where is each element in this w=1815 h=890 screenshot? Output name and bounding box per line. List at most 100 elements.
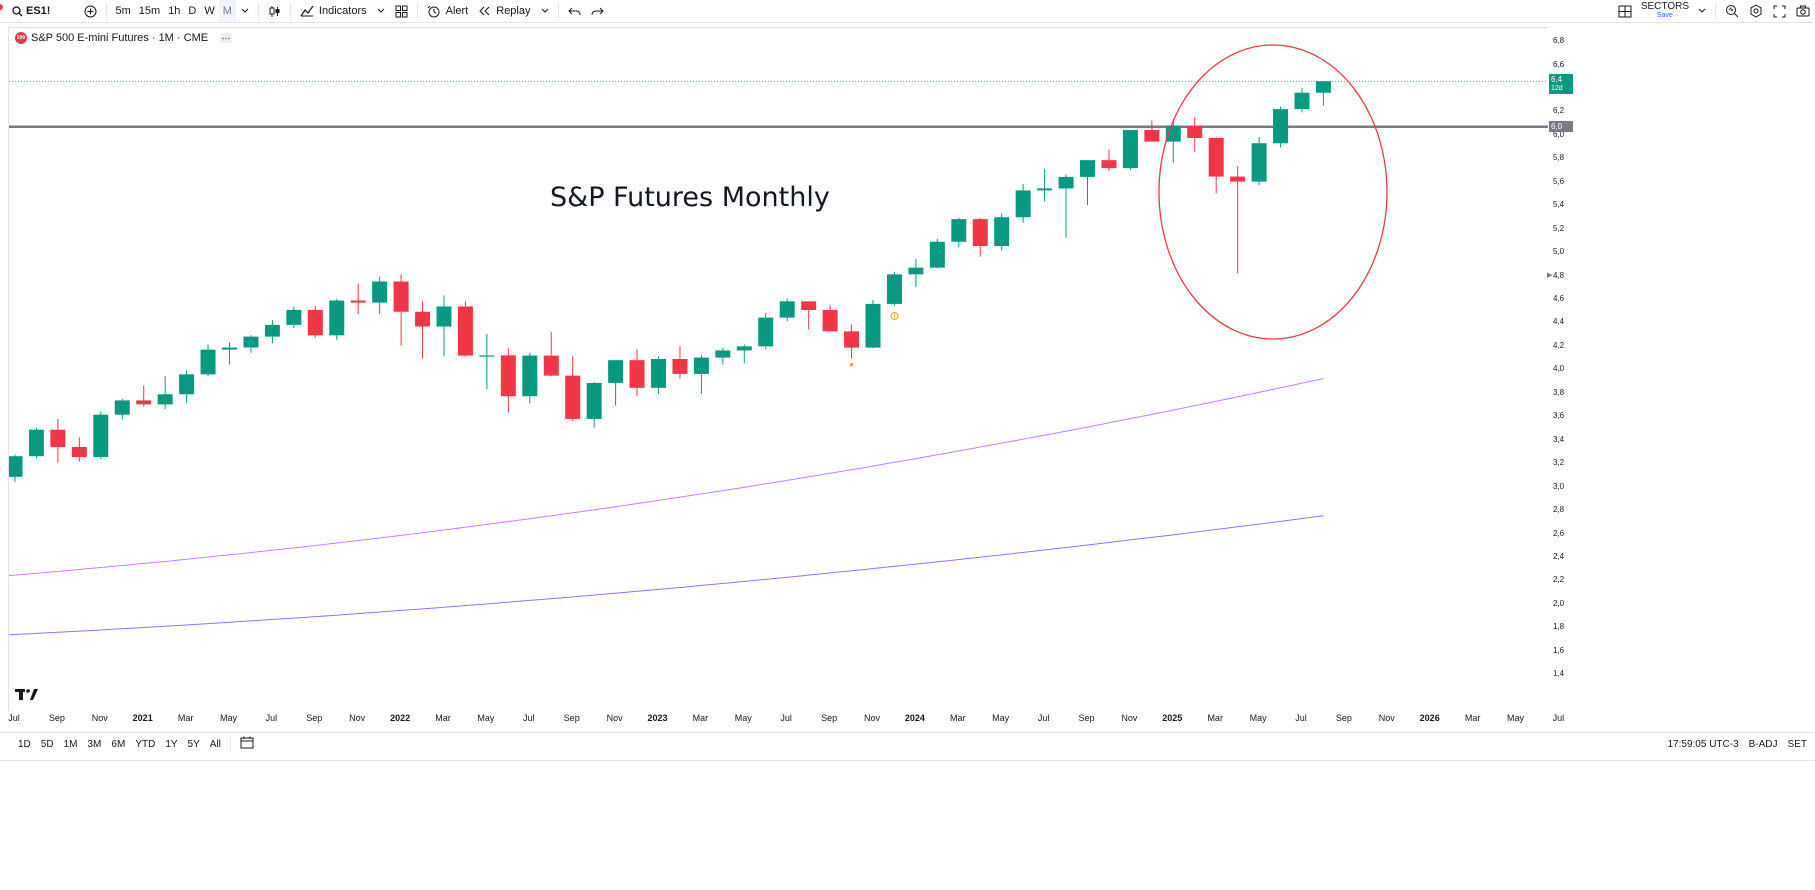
price-tick-label: 5,0 — [1553, 247, 1565, 257]
symbol-logo: 500 — [15, 32, 27, 44]
time-axis-month-label: Mar — [435, 713, 451, 723]
candle-body — [1187, 125, 1203, 138]
range-1m[interactable]: 1M — [63, 738, 78, 750]
candle-body — [1251, 143, 1267, 182]
replay-dropdown[interactable] — [536, 0, 554, 22]
range-6m[interactable]: 6M — [111, 738, 126, 750]
rewind-icon — [479, 6, 490, 16]
undo-icon — [567, 7, 580, 16]
candle-body — [222, 347, 237, 350]
range-1d[interactable]: 1D — [18, 738, 31, 750]
candle-body — [779, 301, 795, 318]
interval-1h[interactable]: 1h — [168, 5, 181, 17]
candles-icon — [269, 5, 280, 17]
time-axis-month-label: Nov — [863, 713, 881, 723]
settings-button[interactable] — [1744, 0, 1768, 22]
time-axis-month-label: May — [477, 713, 495, 723]
top-toolbar: ES1! 5m 15m 1h D W M Indicators Alert Re… — [0, 0, 1815, 23]
alert-button[interactable]: Alert — [422, 0, 474, 22]
time-axis-month-label: Mar — [692, 713, 709, 723]
candle-body — [200, 349, 216, 375]
candle-body — [1230, 176, 1246, 182]
alarm-clock-icon — [427, 5, 440, 17]
candle-body — [1208, 137, 1224, 177]
snapshot-button[interactable] — [1791, 0, 1815, 22]
candle-body — [972, 219, 988, 247]
divider — [106, 4, 108, 18]
fullscreen-button[interactable] — [1768, 0, 1791, 22]
replay-label: Replay — [496, 5, 531, 17]
candle-body — [522, 355, 538, 397]
range-ytd[interactable]: YTD — [135, 738, 156, 750]
redo-button[interactable] — [586, 0, 609, 22]
price-tick-label: 2,0 — [1553, 598, 1565, 608]
back-adjust-toggle[interactable]: B-ADJ — [1748, 738, 1778, 750]
time-axis-month-label: Jul — [523, 713, 535, 723]
time-axis-month-label: Mar — [1464, 713, 1481, 723]
tradingview-logo[interactable] — [15, 688, 39, 706]
candle-body — [1122, 130, 1138, 169]
last-price-tag: 6,4 12d — [1549, 74, 1573, 95]
range-all[interactable]: All — [209, 738, 221, 750]
interval-m[interactable]: M — [218, 0, 236, 22]
candle-body — [951, 219, 967, 242]
candle-body — [71, 446, 87, 458]
time-axis-year-label: 2023 — [647, 713, 668, 723]
candle-body — [822, 309, 838, 332]
range-1y[interactable]: 1Y — [165, 738, 178, 750]
bottom-toolbar: 1D 5D 1M 3M 6M YTD 1Y 5Y All 17:59:05 UT… — [0, 732, 1815, 755]
candle-body — [393, 281, 409, 312]
chart-pane[interactable]: 500 S&P 500 E-mini Futures · 1M · CME S&… — [8, 27, 1548, 711]
plus-circle-icon — [84, 5, 97, 17]
interval-w[interactable]: W — [204, 5, 215, 17]
chevron-down-icon — [1698, 8, 1706, 13]
price-tick-label: 4,8 — [1553, 270, 1565, 280]
interval-15m[interactable]: 15m — [138, 5, 161, 17]
layout-button[interactable] — [1613, 0, 1637, 22]
replay-button[interactable]: Replay — [473, 0, 535, 22]
candle-body — [865, 303, 881, 348]
price-chart[interactable] — [9, 28, 1548, 711]
layout-name: SECTORS — [1640, 1, 1689, 12]
time-axis[interactable]: Jul Sep Nov 2021 Mar May Jul Sep Nov 2022 Mar May Ju… — [8, 710, 1564, 728]
time-axis-month-label: Sep — [821, 713, 838, 723]
layout-name-button[interactable]: SECTORS Save — [1641, 2, 1689, 20]
indicators-button[interactable]: Indicators — [295, 0, 372, 22]
legend-collapse-button[interactable] — [220, 33, 233, 43]
layout-dropdown[interactable] — [1693, 0, 1711, 22]
interval-d[interactable]: D — [188, 5, 197, 17]
chart-text-annotation[interactable]: S&P Futures Monthly — [550, 182, 830, 213]
chart-type-button[interactable] — [263, 0, 286, 22]
search-icon — [12, 5, 23, 16]
candle-body — [715, 350, 731, 358]
last-price-value: 6,4 — [1551, 75, 1563, 85]
zoom-search-icon — [1726, 5, 1739, 18]
divider — [257, 4, 259, 18]
session-toggle[interactable]: SET — [1787, 738, 1807, 750]
symbol-search-button[interactable]: ES1! — [0, 0, 55, 22]
quick-search-button[interactable] — [1720, 0, 1744, 22]
range-3m[interactable]: 3M — [87, 738, 102, 750]
candle-body — [994, 217, 1010, 247]
series-legend[interactable]: 500 S&P 500 E-mini Futures · 1M · CME — [15, 32, 233, 44]
range-5y[interactable]: 5Y — [187, 738, 200, 750]
candle-body — [286, 309, 302, 325]
candle-body — [9, 456, 23, 477]
undo-button[interactable] — [563, 0, 586, 22]
compare-symbol-button[interactable] — [79, 0, 102, 22]
dots-icon — [222, 37, 230, 39]
interval-5m[interactable]: 5m — [115, 5, 131, 17]
price-tick-label: 6,6 — [1553, 59, 1565, 69]
indicators-dropdown[interactable] — [372, 0, 390, 22]
candle-body — [629, 360, 645, 388]
clock-readout[interactable]: 17:59:05 UTC-3 — [1667, 738, 1739, 750]
time-axis-month-label: Jul — [780, 713, 792, 723]
interval-dropdown[interactable] — [236, 0, 254, 22]
price-tick-label: 2,6 — [1553, 528, 1565, 538]
templates-button[interactable] — [390, 0, 413, 22]
price-axis[interactable]: 7,06,86,66,26,05,85,65,45,25,04,84,64,44… — [1547, 27, 1815, 710]
candle-body — [500, 355, 516, 397]
highlight-ellipse — [1158, 44, 1388, 340]
range-5d[interactable]: 5D — [40, 738, 54, 750]
go-to-date-button[interactable] — [235, 736, 259, 752]
